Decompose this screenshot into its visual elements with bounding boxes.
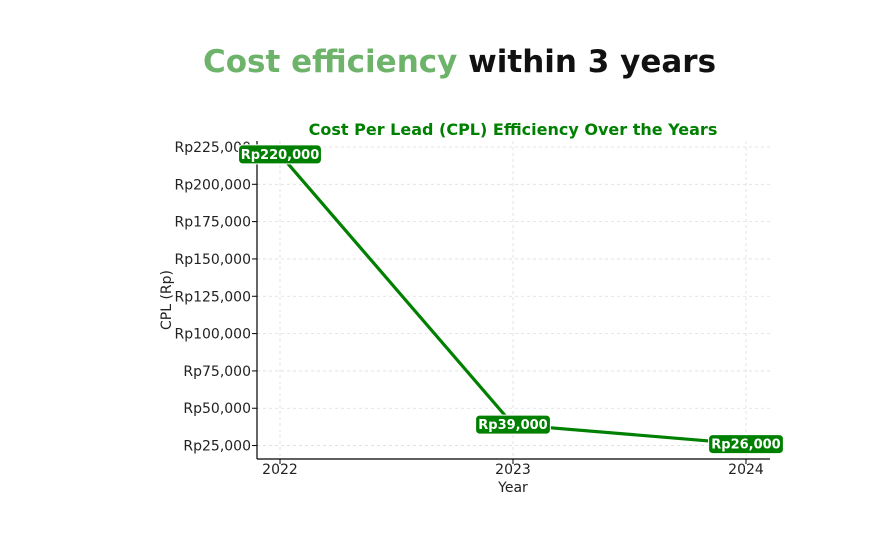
chart-title: Cost Per Lead (CPL) Efficiency Over the … (309, 120, 718, 139)
y-tick-label: Rp100,000 (174, 327, 251, 343)
data-label-text: Rp26,000 (711, 438, 780, 453)
y-tick-label: Rp225,000 (174, 140, 251, 156)
data-label-text: Rp39,000 (478, 418, 547, 433)
x-axis-title: Year (497, 480, 528, 496)
data-label-box (238, 144, 322, 165)
x-tick-label: 2023 (495, 462, 531, 478)
grid (257, 141, 770, 459)
data-label-box (708, 434, 784, 455)
data-label: Rp220,000 (238, 144, 322, 165)
y-tick-label: Rp150,000 (174, 252, 251, 268)
y-tick-label: Rp25,000 (183, 439, 251, 455)
axes (256, 141, 770, 460)
y-tick-label: Rp50,000 (183, 401, 251, 417)
x-tick-label: 2022 (262, 462, 298, 478)
headline-rest: within 3 years (457, 44, 717, 80)
page-headline: Cost efficiency within 3 years (0, 42, 895, 82)
x-tick-label: 2024 (728, 462, 764, 478)
data-label: Rp39,000 (475, 414, 551, 435)
y-axis-title: CPL (Rp) (159, 270, 175, 330)
data-label-box (475, 414, 551, 435)
y-tick-label: Rp125,000 (174, 289, 251, 305)
x-ticks: 2022 2023 2024 (262, 459, 764, 478)
y-ticks: Rp25,000 Rp50,000 Rp75,000 Rp100,000 Rp125,0… (174, 140, 257, 455)
y-tick-label: Rp175,000 (174, 215, 251, 231)
y-tick-label: Rp75,000 (183, 364, 251, 380)
data-label: Rp26,000 (708, 434, 784, 455)
data-label-text: Rp220,000 (241, 148, 320, 163)
data-labels-layer: Rp220,000 Rp39,000 Rp26,000 (238, 144, 784, 455)
headline-accent: Cost efficiency (202, 44, 458, 80)
y-tick-label: Rp200,000 (174, 177, 251, 193)
